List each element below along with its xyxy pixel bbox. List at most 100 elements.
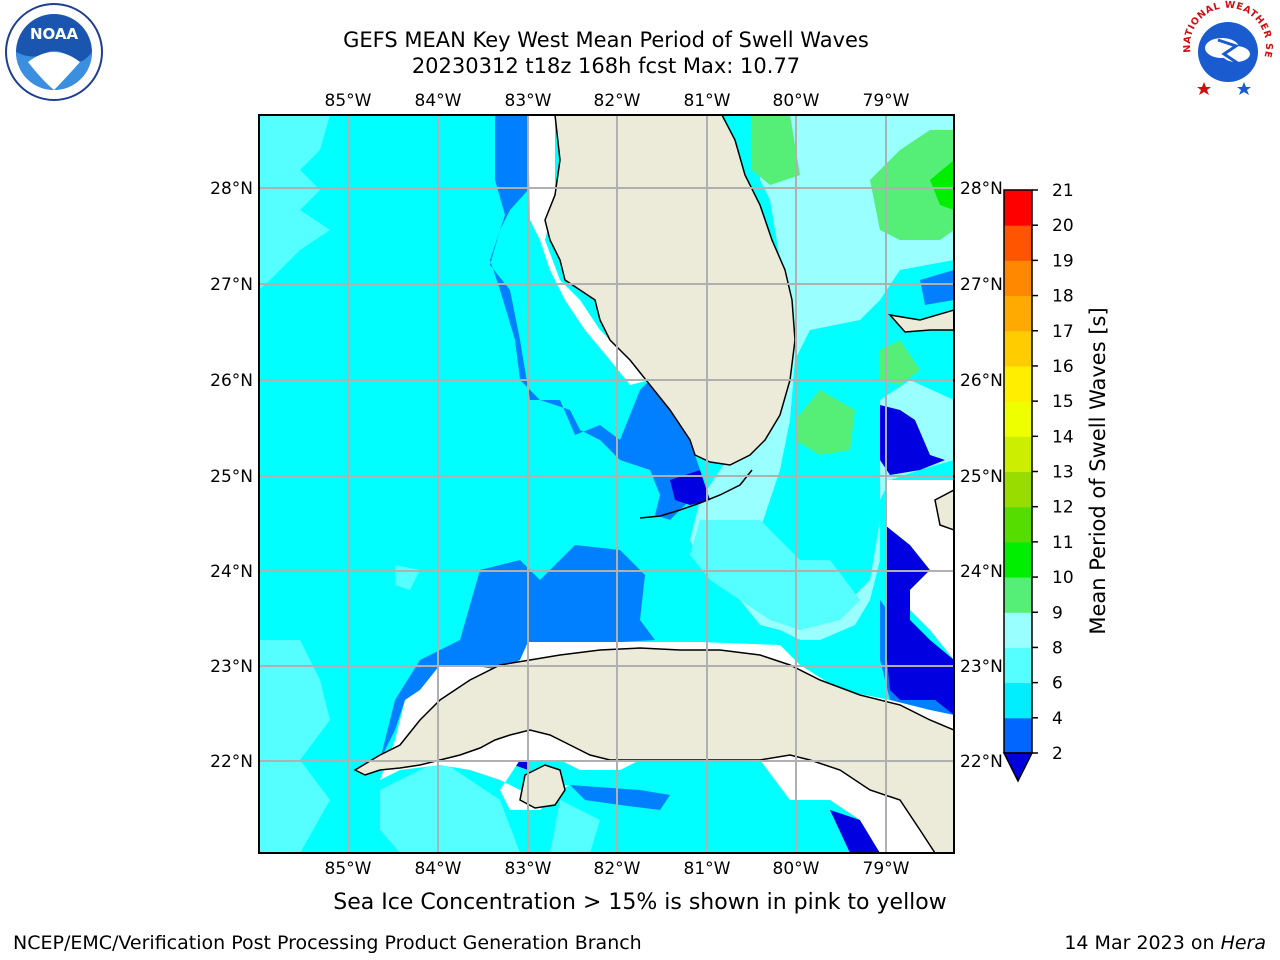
- lat-label-left: 22°N: [210, 752, 253, 772]
- florida-landmass: [544, 115, 796, 466]
- colorbar-segment: [1004, 225, 1032, 261]
- colorbar-segment: [1004, 190, 1032, 226]
- andros-island: [934, 489, 954, 531]
- lon-labels-bottom: 85°W 84°W 83°W 82°W 81°W 80°W 79°W: [325, 859, 910, 879]
- map-title: GEFS MEAN Key West Mean Period of Swell …: [343, 28, 869, 52]
- colorbar-segment: [1004, 682, 1032, 719]
- colorbar-extend-arrow: [1002, 752, 1034, 783]
- lon-label-bottom: 84°W: [415, 859, 462, 879]
- grand-bahama: [888, 309, 954, 333]
- colorbar-tick-label: 21: [1052, 181, 1074, 201]
- colorbar-tick-label: 4: [1052, 709, 1063, 729]
- deep-blue-cuba-south: [570, 785, 670, 810]
- green-northeast: [870, 130, 954, 240]
- lat-labels-right: 28°N 27°N 26°N 25°N 24°N 23°N 22°N: [960, 179, 1003, 772]
- deep-blue-nw-florida: [920, 270, 954, 305]
- lon-label-bottom: 83°W: [505, 859, 552, 879]
- lat-label-right: 26°N: [960, 371, 1003, 391]
- lon-label-top: 81°W: [684, 91, 731, 111]
- green-mid-east: [880, 340, 920, 385]
- deep-blue-west-florida: [490, 115, 700, 520]
- lon-label-top: 82°W: [594, 91, 641, 111]
- lat-label-left: 27°N: [210, 275, 253, 295]
- map-field: [259, 115, 954, 853]
- lon-label-bottom: 82°W: [594, 859, 641, 879]
- nws-logo: NATIONAL WEATHER SERVICE: [1178, 0, 1274, 98]
- green-north-strip: [752, 115, 800, 185]
- map-subtitle: 20230312 t18z 168h fcst Max: 10.77: [411, 54, 801, 78]
- lon-labels-top: 85°W 84°W 83°W 82°W 81°W 80°W 79°W: [325, 91, 910, 111]
- lat-label-left: 25°N: [210, 467, 253, 487]
- darkest-blue-south: [830, 810, 880, 853]
- colorbar-segment: [1004, 295, 1032, 332]
- florida-keys: [639, 469, 753, 519]
- colorbar-tick-label: 13: [1052, 463, 1074, 483]
- darkest-blue-bahamas: [880, 405, 945, 475]
- lat-label-left: 24°N: [210, 562, 253, 582]
- colorbar-tick-label: 18: [1052, 287, 1074, 307]
- colorbar-segment: [1004, 577, 1032, 613]
- colorbar-tick-label: 10: [1052, 568, 1074, 588]
- deep-blue-cuba-north: [380, 545, 655, 760]
- colorbar-segment: [1004, 401, 1032, 437]
- light-cyan-patches: [259, 115, 600, 853]
- colorbar-tick-label: 15: [1052, 392, 1074, 412]
- lat-label-right: 28°N: [960, 179, 1003, 199]
- credit-text: NCEP/EMC/Verification Post Processing Pr…: [13, 932, 642, 954]
- colorbar-segment: [1004, 365, 1032, 402]
- colorbar-tick-label: 9: [1052, 603, 1063, 623]
- lat-label-right: 24°N: [960, 562, 1003, 582]
- colorbar-tick-label: 11: [1052, 533, 1074, 553]
- colorbar: 2 4 6 8 9 10 11 12 13 14 15 16 17 18 19 20 21: [1002, 181, 1074, 783]
- colorbar-tick-label: 16: [1052, 357, 1074, 377]
- colorbar-label: Mean Period of Swell Waves [s]: [1086, 307, 1110, 634]
- lon-label-bottom: 81°W: [684, 859, 731, 879]
- date-text: 14 Mar 2023 on: [1064, 932, 1215, 954]
- colorbar-segment: [1004, 436, 1032, 472]
- lat-label-right: 22°N: [960, 752, 1003, 772]
- colorbar-tick-label: 2: [1052, 744, 1063, 764]
- colorbar-tick-label: 12: [1052, 498, 1074, 518]
- green-south-florida: [795, 390, 855, 455]
- colorbar-segment: [1004, 260, 1032, 297]
- lat-label-right: 23°N: [960, 657, 1003, 677]
- lon-label-bottom: 80°W: [773, 859, 820, 879]
- colorbar-segment: [1004, 612, 1032, 648]
- lon-label-top: 83°W: [505, 91, 552, 111]
- map-gridlines: [259, 115, 954, 853]
- lon-label-top: 85°W: [325, 91, 372, 111]
- light-cyan-east-mid: [690, 520, 860, 630]
- map-frame: [258, 114, 955, 854]
- colorbar-segment: [1004, 541, 1032, 578]
- lat-label-left: 26°N: [210, 371, 253, 391]
- colorbar-segment: [1004, 506, 1032, 543]
- colorbar-segment: [1004, 330, 1032, 367]
- colorbar-segment: [1004, 647, 1032, 684]
- lat-label-left: 23°N: [210, 657, 253, 677]
- nodata-bahamas: [885, 480, 954, 660]
- colorbar-tick-label: 14: [1052, 427, 1074, 447]
- lon-label-bottom: 79°W: [863, 859, 910, 879]
- pale-cyan-east: [690, 115, 954, 640]
- colorbar-segment: [1004, 717, 1032, 754]
- green-northeast-core: [930, 160, 954, 210]
- date-stamp: 14 Mar 2023 on Hera: [1064, 932, 1266, 954]
- darkest-blue-bahamas-2: [885, 525, 954, 715]
- darkest-blue-keys: [670, 470, 710, 505]
- lat-label-left: 28°N: [210, 179, 253, 199]
- lon-label-bottom: 85°W: [325, 859, 372, 879]
- lon-label-top: 84°W: [415, 91, 462, 111]
- machine-name: Hera: [1220, 932, 1266, 954]
- colorbar-tick-label: 20: [1052, 216, 1074, 236]
- colorbar-tick-label: 17: [1052, 322, 1074, 342]
- colorbar-tick-label: 19: [1052, 251, 1074, 271]
- nodata-west-florida: [528, 115, 650, 385]
- noaa-logo-text: NOAA: [30, 25, 79, 43]
- colorbar-tick-label: 8: [1052, 638, 1063, 658]
- lat-label-right: 25°N: [960, 467, 1003, 487]
- colorbar-segment: [1004, 471, 1032, 508]
- colorbar-tick-label: 6: [1052, 674, 1063, 694]
- isla-de-la-juventud: [519, 764, 566, 809]
- lon-label-top: 79°W: [863, 91, 910, 111]
